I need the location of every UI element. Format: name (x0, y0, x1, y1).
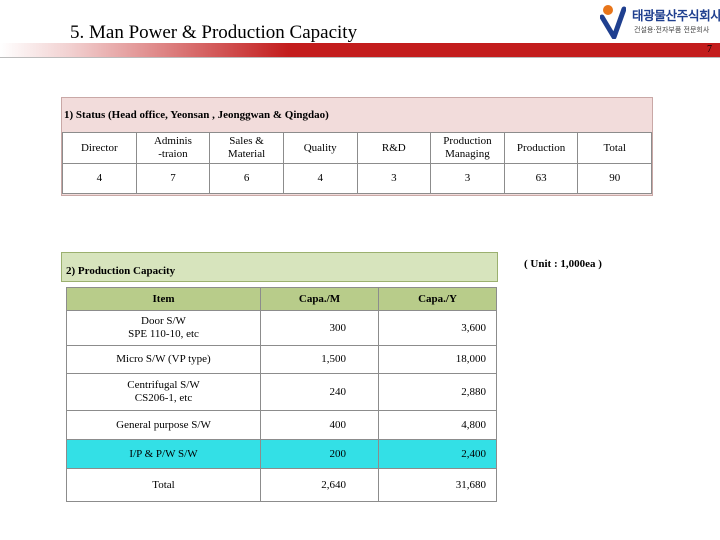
capacity-year-cell: 4,800 (378, 410, 497, 440)
status-header-cell: Production Managing (430, 132, 505, 164)
capacity-row: Total 2,640 31,680 (66, 468, 497, 502)
status-header-line: Material (227, 148, 266, 160)
status-header-cell: Sales & Material (209, 132, 284, 164)
capacity-row: Door S/W SPE 110-10, etc 300 3,600 (66, 310, 497, 346)
capacity-year-cell: 18,000 (378, 345, 497, 374)
capacity-body: Door S/W SPE 110-10, etc 300 3,600 Micro S/W… (66, 310, 497, 502)
capacity-item-cell: Door S/W SPE 110-10, etc (66, 310, 261, 346)
logo-tagline: 건설용·전자부품 전문회사 (634, 26, 710, 34)
status-value-row: 4 7 6 4 3 3 63 90 (62, 163, 652, 194)
logo-company-name: 태광물산주식회사 (632, 8, 720, 23)
capacity-item-cell: General purpose S/W (66, 410, 261, 440)
status-value-cell: 4 (62, 163, 137, 194)
capacity-item-line: CS206-1, etc (134, 392, 193, 404)
status-table: Director Adminis -traion Sales & Material … (62, 132, 652, 194)
capacity-item-line: Door S/W (141, 315, 186, 327)
status-header-cell: Quality (282, 132, 358, 164)
capacity-header-row: Item Capa./M Capa./Y (66, 287, 497, 311)
header-band (0, 43, 720, 57)
status-header-row: Director Adminis -traion Sales & Material … (62, 132, 652, 164)
slide-title: 5. Man Power & Production Capacity (70, 22, 358, 43)
capacity-header-month: Capa./M (260, 287, 379, 311)
status-value-cell: 6 (209, 163, 284, 194)
status-header-line: Managing (445, 148, 490, 160)
capacity-month-cell: 300 (260, 310, 379, 346)
status-value-cell: 4 (282, 163, 358, 194)
capacity-item-line: Total (152, 478, 175, 491)
status-section: 1) Status (Head office, Yeonsan , Jeongg… (61, 97, 653, 196)
capacity-item-cell: Micro S/W (VP type) (66, 345, 261, 374)
capacity-row: Micro S/W (VP type) 1,500 18,000 (66, 345, 497, 374)
status-value-cell: 3 (430, 163, 505, 194)
capacity-year-cell: 2,880 (378, 373, 497, 411)
status-header-cell: Total (577, 132, 652, 164)
capacity-item-line: General purpose S/W (116, 418, 211, 431)
capacity-year-cell: 31,680 (378, 468, 497, 502)
company-logo-icon (600, 5, 626, 39)
status-heading: 1) Status (Head office, Yeonsan , Jeongg… (64, 109, 329, 121)
status-header-line: Adminis (153, 135, 192, 147)
capacity-section: 2) Production Capacity (61, 252, 498, 282)
status-header-line: -traion (158, 148, 188, 160)
header-divider (0, 57, 720, 58)
status-header-line: Production (443, 135, 492, 147)
status-value-cell: 63 (503, 163, 579, 194)
status-header-cell: Director (62, 132, 137, 164)
capacity-month-cell: 2,640 (260, 468, 379, 502)
status-value-cell: 7 (135, 163, 211, 194)
capacity-month-cell: 200 (260, 439, 379, 469)
status-header-cell: Adminis -traion (135, 132, 211, 164)
capacity-table: Item Capa./M Capa./Y Door S/W SPE 110-10,… (66, 287, 497, 502)
capacity-item-cell: Centrifugal S/W CS206-1, etc (66, 373, 261, 411)
page-number: 7 (707, 44, 712, 55)
capacity-year-cell: 2,400 (378, 439, 497, 469)
status-header-line: Sales & (229, 135, 264, 147)
capacity-row: Centrifugal S/W CS206-1, etc 240 2,880 (66, 373, 497, 411)
status-value-cell: 3 (356, 163, 432, 194)
capacity-header-year: Capa./Y (378, 287, 497, 311)
unit-note: ( Unit : 1,000ea ) (524, 258, 602, 270)
capacity-heading: 2) Production Capacity (66, 265, 176, 277)
capacity-month-cell: 400 (260, 410, 379, 440)
capacity-item-line: I/P & P/W S/W (129, 447, 198, 460)
capacity-year-cell: 3,600 (378, 310, 497, 346)
capacity-header-item: Item (66, 287, 261, 311)
capacity-row: General purpose S/W 400 4,800 (66, 410, 497, 440)
status-header-cell: Production (503, 132, 579, 164)
capacity-item-cell: Total (66, 468, 261, 502)
status-value-cell: 90 (577, 163, 652, 194)
status-header-cell: R&D (356, 132, 432, 164)
capacity-row: I/P & P/W S/W 200 2,400 (66, 439, 497, 469)
capacity-month-cell: 240 (260, 373, 379, 411)
capacity-item-cell: I/P & P/W S/W (66, 439, 261, 469)
capacity-item-line: Centrifugal S/W (127, 379, 200, 391)
capacity-item-line: Micro S/W (VP type) (116, 353, 211, 365)
company-logo: 태광물산주식회사 건설용·전자부품 전문회사 (600, 3, 720, 43)
capacity-month-cell: 1,500 (260, 345, 379, 374)
capacity-item-line: SPE 110-10, etc (128, 328, 199, 340)
